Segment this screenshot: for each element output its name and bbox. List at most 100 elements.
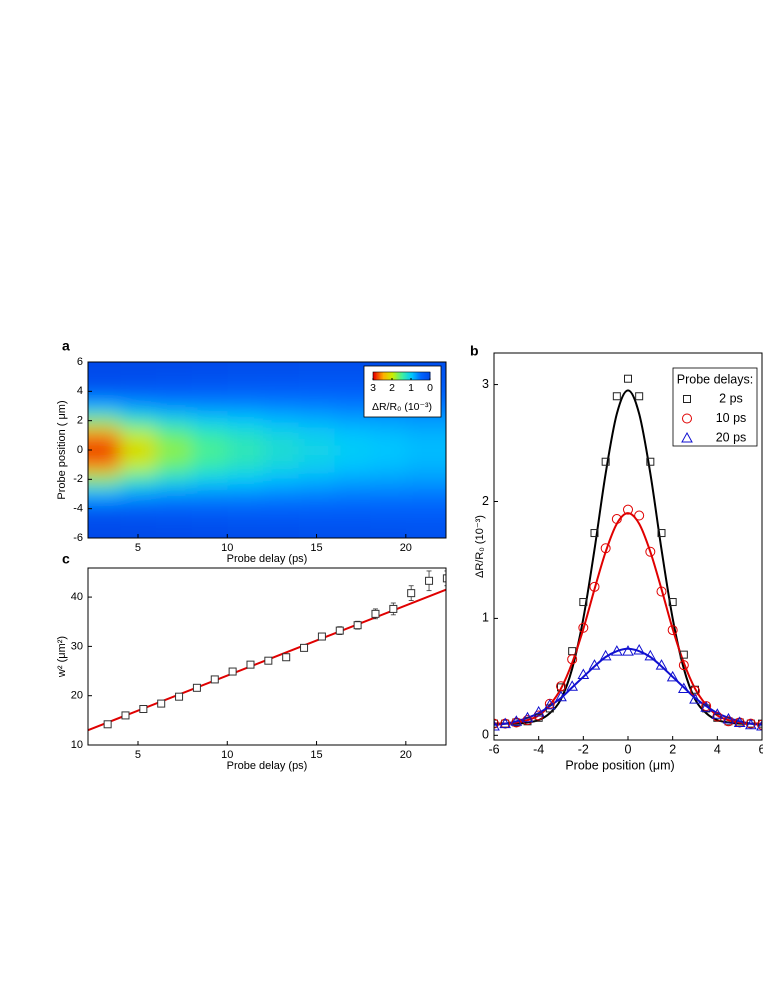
colorbar-label: ΔR/R₀ (10⁻³) (372, 401, 432, 413)
marker-circle (578, 622, 589, 633)
x-axis-label: Probe delay (ps) (227, 553, 308, 565)
marker-square (210, 675, 219, 684)
heat-cell (334, 362, 371, 370)
legend-title: Probe delays: (677, 372, 753, 386)
marker-square (425, 576, 434, 585)
colorbar-swatch (392, 372, 395, 380)
panel: Probe delays: 2 ps 10 ps 20 ps -6 -4 -2 0 2 4 6 0 1 2… (470, 343, 763, 773)
heat-cell (298, 501, 335, 517)
heat-cell (155, 369, 193, 385)
heat-cell (370, 457, 407, 473)
heat-cell (191, 398, 228, 414)
marker-square (139, 705, 148, 714)
colorbar-swatch (402, 372, 405, 380)
marker-triangle (622, 645, 634, 656)
heat-cell (155, 413, 193, 429)
heat-cell (405, 516, 446, 532)
heat-cell (227, 428, 264, 444)
marker-square (668, 598, 677, 607)
plot-area (88, 362, 446, 538)
marker-square (646, 457, 655, 466)
colorbar-swatch (422, 372, 425, 380)
colorbar-swatch (420, 372, 422, 380)
heat-cell (120, 362, 157, 370)
heat-cell (155, 362, 193, 370)
heat-cell (191, 428, 228, 444)
marker-triangle (700, 701, 713, 712)
marker-square (683, 395, 691, 403)
marker-triangle (744, 718, 757, 730)
heat-cell (88, 398, 121, 414)
marker-triangle (644, 649, 657, 661)
marker-triangle (666, 670, 679, 682)
y-tick-label: 2 (77, 415, 83, 427)
x-tick-label: 4 (714, 742, 721, 756)
heat-cell (298, 398, 335, 414)
x-tick-label: 20 (400, 542, 412, 554)
heat-cell (262, 457, 300, 473)
colorbar-frame (372, 371, 431, 381)
heat-cell (334, 516, 371, 532)
heat-cell (88, 428, 121, 444)
heat-cell (405, 457, 446, 473)
heat-cell (298, 428, 335, 444)
heat-cell (191, 516, 228, 532)
heat-cell (88, 486, 121, 502)
x-tick-label: -6 (488, 742, 499, 756)
heat-cell (88, 384, 121, 400)
colorbar-tick-label: 2 (389, 382, 395, 394)
heat-cell (120, 384, 157, 400)
marker-triangle (633, 643, 646, 655)
heat-cell (120, 501, 157, 517)
marker-triangle (521, 711, 534, 723)
heat-cell (191, 384, 228, 400)
marker-square (282, 653, 291, 662)
y-tick-label: 0 (482, 728, 489, 742)
heat-cell (262, 501, 300, 517)
heat-cell (227, 398, 264, 414)
heat-cell (227, 457, 264, 473)
heat-cell (227, 530, 264, 538)
marker-square (246, 660, 255, 669)
heat-cell (262, 384, 300, 400)
heat-cell (298, 369, 335, 385)
colorbar-swatch (424, 372, 427, 380)
plot-area (88, 570, 446, 732)
panel-label: c (62, 551, 70, 567)
heat-cell (370, 486, 407, 502)
y-axis-label: w² (μm²) (56, 636, 68, 678)
colorbar-swatch (394, 372, 397, 380)
x-tick-label: -4 (533, 742, 544, 756)
heat-cell (155, 516, 193, 532)
marker-circle (690, 685, 700, 696)
heat-cell (334, 413, 371, 429)
colorbar-swatch (418, 372, 421, 380)
heat-cell (120, 413, 157, 429)
colorbar-swatch (384, 372, 387, 380)
marker-triangle (577, 668, 590, 680)
heat-cell (370, 428, 407, 444)
colorbar-swatch (425, 372, 428, 380)
x-tick-label: 2 (669, 742, 676, 756)
marker-square (264, 656, 273, 665)
colorbar-tick-label: 3 (370, 382, 376, 394)
heat-cell (405, 486, 446, 502)
x-tick-label: 0 (625, 742, 632, 756)
colorbar-swatch (417, 372, 420, 380)
colorbar-swatch (400, 372, 402, 380)
marker-square (121, 711, 130, 720)
marker-circle (678, 660, 689, 671)
colorbar-swatch (412, 372, 415, 380)
marker-square (389, 604, 398, 613)
colorbar-swatch (395, 372, 398, 380)
heat-cell (334, 501, 371, 517)
colorbar-swatch (378, 372, 381, 380)
colorbar-swatch (373, 372, 375, 380)
heat-cell (262, 413, 300, 429)
heat-cell (298, 384, 335, 400)
heat-cell (262, 486, 300, 502)
heat-cell (88, 472, 121, 488)
x-tick-label: 10 (221, 749, 233, 761)
heat-cell (227, 501, 264, 517)
